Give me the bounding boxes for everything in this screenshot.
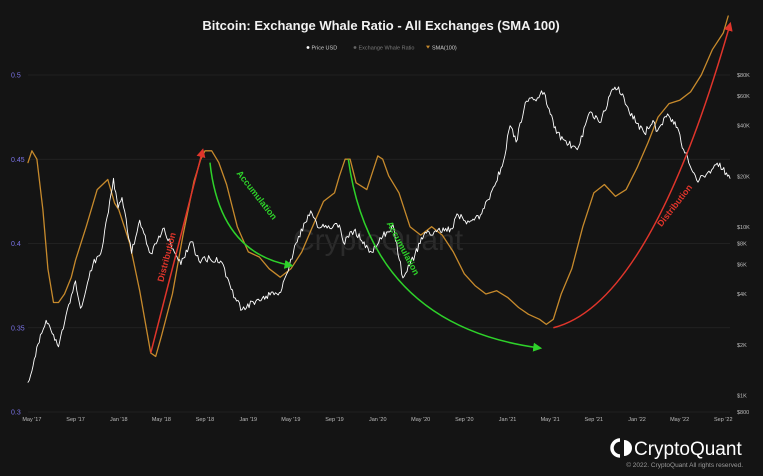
annotation-arrow-0 xyxy=(150,148,206,354)
y-right-tick-label-9: $60K xyxy=(737,94,750,100)
x-tick-label-9: May '20 xyxy=(411,417,430,423)
series-line-price-usd xyxy=(27,86,731,383)
y-left-tick-label-1: 0.35 xyxy=(11,325,25,332)
legend-label-sma: SMA(100) xyxy=(432,46,457,52)
y-right-tick-label-7: $20K xyxy=(737,174,750,180)
x-tick-label-16: Sep '22 xyxy=(714,417,732,423)
y-left-tick-label-4: 0.5 xyxy=(11,73,21,80)
x-tick-label-1: Sep '17 xyxy=(66,417,84,423)
y-right-tick-label-6: $10K xyxy=(737,225,750,231)
x-tick-label-12: May '21 xyxy=(541,417,560,423)
annotation-arrow-2 xyxy=(347,159,543,352)
x-axis: May '17 Sep '17 Jan '18 May '18 Sep '18 Jan '… xyxy=(22,417,732,423)
y-right-tick-label-1: $1K xyxy=(737,394,747,400)
y-left-tick-label-2: 0.4 xyxy=(11,241,21,248)
legend-item-whale-ratio[interactable]: Exchange Whale Ratio xyxy=(353,46,415,52)
y-right-tick-label-2: $2K xyxy=(737,343,747,349)
brand-logo: CryptoQuant xyxy=(610,438,742,460)
y-right-tick-label-5: $8K xyxy=(737,242,747,248)
x-tick-label-15: May '22 xyxy=(670,417,689,423)
y-right-tick-label-4: $6K xyxy=(737,263,747,269)
x-tick-label-10: Sep '20 xyxy=(455,417,473,423)
chart-title: Bitcoin: Exchange Whale Ratio - All Exch… xyxy=(202,18,559,33)
annotation-label-3: Distribution xyxy=(655,182,694,228)
x-tick-label-2: Jan '18 xyxy=(110,417,128,423)
series-line-sma-100- xyxy=(27,15,729,358)
legend-label-whale-ratio: Exchange Whale Ratio xyxy=(359,46,415,52)
legend-item-price[interactable]: Price USD xyxy=(306,46,338,52)
y-left-tick-label-0: 0.3 xyxy=(11,410,21,417)
annotation-layer: DistributionAccumulationAccumulationDist… xyxy=(150,21,733,354)
x-tick-label-8: Jan '20 xyxy=(369,417,387,423)
series-layer xyxy=(27,15,731,383)
annotation-arrow-1 xyxy=(209,162,294,269)
y-axis-left: 0.3 0.35 0.4 0.45 0.5 xyxy=(11,73,25,417)
legend-label-price: Price USD xyxy=(312,46,338,52)
cryptoquant-logo-icon xyxy=(610,438,632,458)
x-tick-label-11: Jan '21 xyxy=(499,417,517,423)
x-tick-label-7: Sep '19 xyxy=(325,417,343,423)
legend: Price USD Exchange Whale Ratio SMA(100) xyxy=(306,46,457,52)
copyright-text: © 2022. CryptoQuant All rights reserved. xyxy=(626,461,743,469)
y-right-tick-label-10: $80K xyxy=(737,73,750,79)
x-tick-label-5: Jan '19 xyxy=(239,417,257,423)
brand-name: CryptoQuant xyxy=(634,439,742,460)
x-tick-label-13: Sep '21 xyxy=(585,417,603,423)
gridlines xyxy=(28,74,730,413)
y-right-tick-label-3: $4K xyxy=(737,292,747,298)
legend-swatch-price xyxy=(306,46,310,49)
y-right-tick-label-8: $40K xyxy=(737,124,750,130)
legend-swatch-sma xyxy=(426,45,430,49)
annotation-label-0: Distribution xyxy=(156,231,178,282)
x-tick-label-3: May '18 xyxy=(152,417,171,423)
y-left-tick-label-3: 0.45 xyxy=(11,157,25,164)
annotation-arrow-3 xyxy=(553,21,733,329)
x-tick-label-4: Sep '18 xyxy=(196,417,214,423)
y-right-tick-label-0: $800 xyxy=(737,410,749,416)
legend-swatch-whale-ratio xyxy=(353,46,357,49)
x-tick-label-6: May '19 xyxy=(281,417,300,423)
annotation-label-1: Accumulation xyxy=(235,169,280,222)
legend-item-sma[interactable]: SMA(100) xyxy=(426,46,457,52)
y-axis-right: $800 $1K $2K $4K $6K $8K $10K $20K $40K $60K $80K xyxy=(737,73,750,416)
x-tick-label-0: May '17 xyxy=(22,417,41,423)
x-tick-label-14: Jan '22 xyxy=(628,417,646,423)
